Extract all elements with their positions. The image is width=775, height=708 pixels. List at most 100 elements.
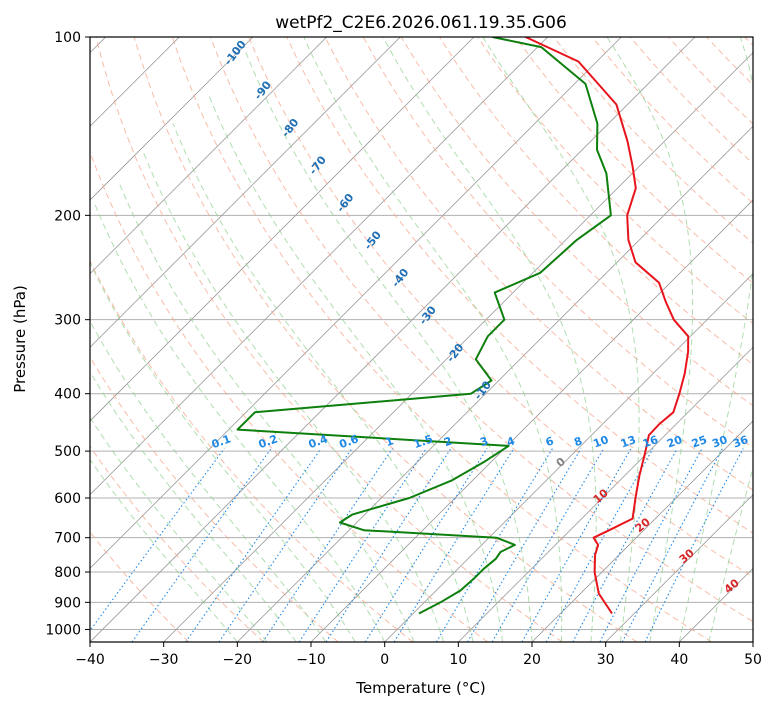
y-tick-label: 500 [54,444,81,460]
y-tick-label: 100 [54,30,81,46]
dry-adiabat-line [90,259,414,642]
mixing-ratio-line [131,448,272,642]
moist-adiabat-line [708,465,753,642]
isotherm-line [90,37,401,348]
mixing-ratio-line [218,448,353,642]
mixing-ratio-line [393,448,515,642]
dry-adiabat-line [515,37,753,284]
y-tick-label: 400 [54,387,81,403]
mixing-ratio-label: 2 [442,434,454,449]
mixing-ratio-line [298,448,427,642]
x-tick-label: 50 [744,652,762,668]
x-tick-label: −40 [75,652,105,668]
plot-frame [89,36,754,643]
mixing-ratio-line [599,448,703,642]
mixing-ratio-label: 4 [505,434,517,449]
moist-adiabat-line [90,261,356,642]
data-series [236,37,690,615]
mixing-ratio-line [325,448,452,642]
moist-adiabat-line [93,201,386,642]
isotherm-line [90,37,254,201]
dry-adiabat-line [171,37,712,642]
moist-adiabat-line [606,37,694,642]
isotherm-line [237,125,753,642]
x-tick-label: 10 [449,652,467,668]
chart-title: wetPf2_C2E6.2026.061.19.35.G06 [275,13,567,33]
x-tick-label: −30 [149,652,179,668]
isotherm-line [90,37,548,496]
y-tick-label: 800 [54,565,81,581]
x-tick-label: −10 [296,652,326,668]
mixing-ratio-line [185,448,322,642]
isotherm-line [90,37,475,422]
isotherm-line [605,494,753,642]
moist-adiabat-line [141,149,445,642]
dry-adiabat-line [210,37,753,623]
mixing-ratio-label: 36 [731,433,750,451]
dry-adiabat-line [324,37,753,491]
moist-adiabat-line [678,37,753,642]
dry-adiabat-line [95,37,563,642]
mixing-ratio-line [364,448,488,642]
isotherm-line [752,641,753,642]
mixing-ratio-label: 13 [619,433,638,450]
dry-adiabat-line [90,356,339,642]
dry-adiabat-line [248,37,753,578]
mixing-ratio-line [621,448,723,642]
mixing-ratio-label: 0.1 [210,432,233,451]
mixing-ratio-line [262,448,393,642]
moist-adiabat-line [90,320,327,642]
x-tick-label: −20 [223,652,253,668]
x-axis-title: Temperature (°C) [355,679,485,697]
mixing-ratio-line [491,448,605,642]
dry-adiabat-line [90,445,264,642]
mixing-ratio-label: 1.5 [412,432,435,451]
mixing-ratio-line [467,448,582,642]
y-axis-title: Pressure (hPa) [11,285,29,393]
isotherm-line [90,37,327,275]
x-tick-label: 0 [380,652,389,668]
x-tick-label: 20 [523,652,541,668]
moist-adiabat-line [90,416,268,642]
isotherm-line [90,37,696,642]
isotherm-line [384,273,753,642]
isotherm-line [531,420,753,642]
x-tick-label: 40 [670,652,688,668]
isotherm-line [163,52,753,642]
y-tick-label: 200 [54,208,81,224]
y-tick-label: 1000 [45,622,81,638]
mixing-ratio-label: 20 [665,433,684,451]
mixing-ratio-label: 0.6 [338,432,361,451]
mixing-ratio-line [90,448,225,632]
mixing-ratio-label: 1 [384,434,396,449]
mixing-ratio-label: 0.4 [307,432,330,451]
isotherm-line [458,346,753,642]
mixing-ratio-line [644,448,744,642]
moist-adiabat-line [117,180,415,642]
moist-adiabat-line [90,370,297,642]
moist-adiabat-line [207,94,503,642]
dry-adiabat-line [286,37,753,534]
mixing-ratio-line [572,448,678,642]
x-tick-label: 30 [597,652,615,668]
mixing-ratio-label: 0.2 [257,432,280,451]
y-tick-label: 300 [54,313,81,329]
y-tick-label: 700 [54,531,81,547]
mixing-ratio-label: 25 [690,433,709,450]
plot-background [90,37,753,642]
moist-adiabat-line [382,37,597,642]
isotherm-line [90,37,622,569]
dewpoint-profile-line [236,37,612,615]
mixing-ratio-label: 16 [641,433,660,451]
y-tick-label: 600 [54,491,81,507]
mixing-ratio-label: 30 [710,433,729,451]
mixing-ratio-label: 3 [478,434,490,449]
mixing-ratio-label: 10 [591,433,610,451]
moist-adiabat-line [244,49,533,642]
temperature-profile-line [525,37,690,615]
axes: −40 −30 −20 −10 0 10 20 30 40 50 100 200 300 400 500 60… [45,30,762,668]
moist-adiabat-line [172,123,474,642]
y-tick-label: 900 [54,595,81,611]
mixing-ratio-label: 8 [572,434,584,449]
moist-adiabat-line [303,37,563,642]
